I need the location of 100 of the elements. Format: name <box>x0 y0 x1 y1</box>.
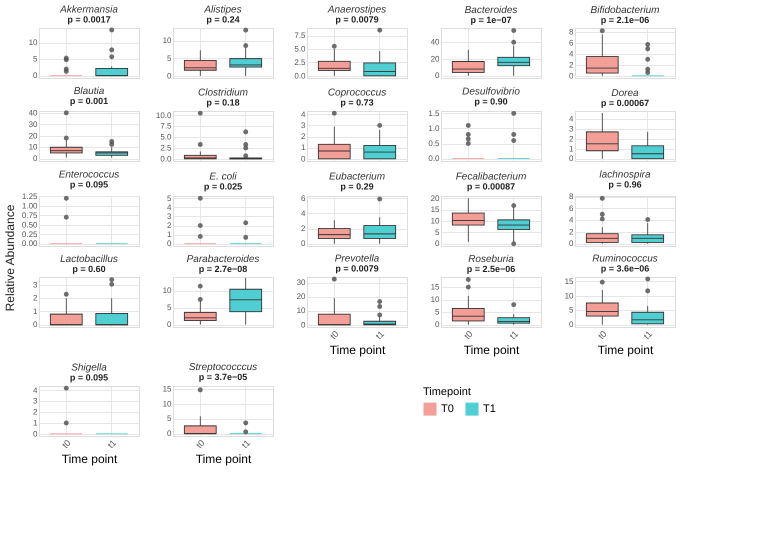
chart-subtitle: p = 3.6e−06 <box>600 264 650 274</box>
y-tick-label: 7.5 <box>294 31 306 40</box>
y-tick-label: 1.0 <box>428 124 440 133</box>
y-tick-label: 1.5 <box>428 108 440 118</box>
y-tick-label: 0.00 <box>22 239 38 248</box>
y-tick-label: 1 <box>301 143 306 152</box>
x-axis-title: Time point <box>464 343 520 358</box>
y-tick-label: 0.50 <box>22 220 38 230</box>
y-tick-label: 15 <box>430 282 440 292</box>
y-tick-label: 4 <box>301 208 306 218</box>
y-tick-label: 2.5 <box>294 58 306 67</box>
x-tick-label: t1 <box>240 438 252 450</box>
y-tick-label: 20 <box>28 131 38 140</box>
y-tick-label: 5.0 <box>294 44 306 54</box>
chart-subtitle: p = 0.24 <box>206 14 240 25</box>
x-axis-title: Time point <box>330 343 386 358</box>
chart-subtitle: p = 0.0079 <box>335 14 379 25</box>
y-tick-label: 4 <box>569 49 574 58</box>
y-axis-title: Relative Abundance <box>3 204 17 312</box>
y-tick-label: 8 <box>569 27 574 36</box>
y-tick-label: 10 <box>296 306 306 316</box>
y-tick-label: 2 <box>569 60 574 70</box>
chart-subtitle: p = 0.90 <box>474 96 508 106</box>
y-tick-label: 0 <box>167 239 172 248</box>
chart-title: Bacteroides <box>464 5 518 16</box>
y-tick-label: 2 <box>33 408 38 417</box>
chart-subtitle: p = 0.095 <box>70 179 108 190</box>
x-axis-title: Time point <box>598 343 654 358</box>
x-tick-label: t0 <box>596 328 609 342</box>
y-tick-label: 0 <box>569 154 574 164</box>
y-tick-label: 0.5 <box>428 139 440 148</box>
y-tick-label: 0 <box>435 320 440 330</box>
y-tick-label: 5 <box>435 308 440 317</box>
y-tick-label: 5 <box>33 54 38 64</box>
y-tick-label: 40 <box>430 38 440 47</box>
y-tick-label: 0.25 <box>22 230 38 239</box>
legend-label: T1 <box>483 403 496 416</box>
y-tick-label: 3 <box>33 396 38 406</box>
y-tick-label: 5 <box>569 306 574 315</box>
y-tick-label: 1 <box>33 306 38 316</box>
y-tick-label: 5 <box>167 54 172 63</box>
y-tick-label: 8 <box>569 192 574 202</box>
x-tick-label: t1 <box>374 328 386 342</box>
chart-title: Desulfovibrio <box>462 86 520 98</box>
x-tick-label: t0 <box>462 328 475 342</box>
chart-subtitle: p = 2.7e−08 <box>198 264 248 274</box>
y-tick-label: 3 <box>167 212 172 221</box>
y-tick-label: 30 <box>28 120 38 129</box>
y-tick-label: 7.5 <box>160 122 172 131</box>
y-tick-label: 0 <box>167 429 172 438</box>
y-tick-label: 0 <box>167 320 172 330</box>
y-tick-label: 10 <box>162 399 172 408</box>
chart-title: Eubacterium <box>328 171 386 182</box>
chart-title: Streptococccus <box>188 362 258 373</box>
chart-subtitle: p = 0.18 <box>206 98 240 108</box>
chart-subtitle: p = 0.0017 <box>67 14 111 25</box>
chart-title: Ruminococcus <box>592 254 658 265</box>
y-tick-label: 1 <box>33 418 38 428</box>
y-tick-label: 0 <box>435 239 440 248</box>
y-tick-label: 10 <box>162 36 172 46</box>
chart-title: Coprococcus <box>328 87 386 98</box>
y-tick-label: 0 <box>33 154 38 164</box>
y-tick-label: 0.0 <box>428 154 440 164</box>
chart-title: Enterococcus <box>58 169 120 180</box>
y-tick-label: 0 <box>569 320 574 330</box>
y-tick-label: 15 <box>162 384 172 394</box>
y-tick-label: 40 <box>28 108 38 118</box>
y-tick-label: 0 <box>301 154 306 164</box>
y-tick-label: 3 <box>301 120 306 130</box>
y-tick-label: 0 <box>301 320 306 330</box>
chart-title: Lactobacillus <box>60 254 118 265</box>
y-tick-label: 0 <box>167 71 172 80</box>
chart-subtitle: p = 3.7e−05 <box>198 372 248 382</box>
y-tick-label: 2 <box>167 221 172 230</box>
chart-title: E. coli <box>209 171 238 182</box>
y-tick-label: 0.0 <box>294 71 306 80</box>
y-tick-label: 0 <box>569 71 574 80</box>
y-tick-label: 5 <box>167 194 172 203</box>
y-tick-label: 5 <box>435 228 440 237</box>
y-tick-label: 2 <box>569 134 574 144</box>
chart-subtitle: p = 0.29 <box>340 181 374 192</box>
x-tick-label: t0 <box>194 438 207 450</box>
y-tick-label: 2 <box>301 132 306 142</box>
y-tick-label: 0.0 <box>160 154 172 164</box>
y-tick-label: 0 <box>33 320 38 330</box>
y-tick-label: 4 <box>33 386 38 395</box>
chart-subtitle: p = 0.00087 <box>466 181 516 192</box>
chart-title: Dorea <box>611 88 640 99</box>
chart-title: Alistipes <box>203 4 242 16</box>
y-tick-label: 6 <box>569 204 574 213</box>
y-tick-label: 2 <box>301 224 306 234</box>
chart-subtitle: p = 0.00067 <box>600 98 650 108</box>
y-tick-label: 20 <box>296 292 306 302</box>
y-tick-label: 3 <box>33 280 38 290</box>
y-tick-label: 2.5 <box>160 143 172 152</box>
chart-title: Parabacteroides <box>186 254 260 265</box>
y-tick-label: 1.25 <box>22 192 38 201</box>
y-tick-label: 10 <box>430 216 440 226</box>
chart-title: Fecalibacterium <box>456 171 526 182</box>
y-tick-label: 10.0 <box>156 110 172 120</box>
